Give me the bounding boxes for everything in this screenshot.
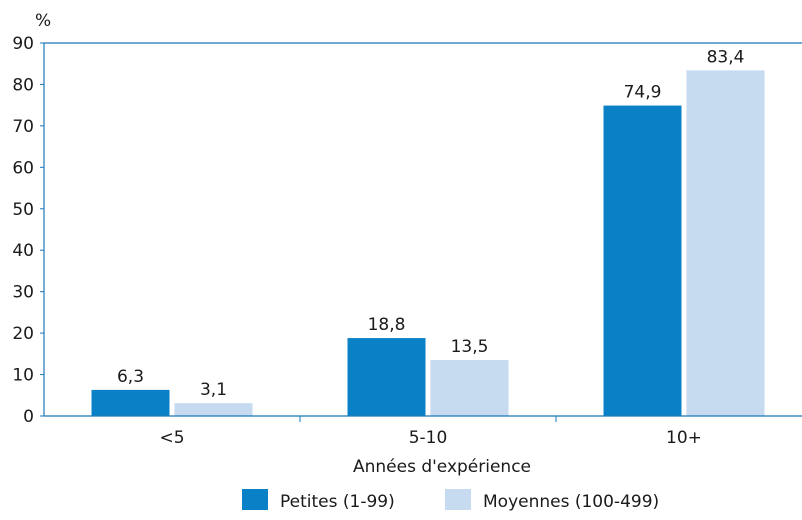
bar-petites: [91, 389, 170, 416]
data-label: 18,8: [368, 315, 406, 335]
x-tick-label: <5: [159, 428, 184, 448]
legend: Petites (1-99) Moyennes (100-499): [242, 489, 659, 512]
x-axis-title: Années d'expérience: [353, 457, 531, 477]
bar-petites: [347, 338, 426, 416]
y-tick-label: 0: [23, 407, 34, 427]
y-tick-label: 90: [12, 34, 34, 54]
y-axis-ticks: 0 10 20 30 40 50 60 70 80 90: [12, 34, 44, 427]
axes: [43, 42, 802, 422]
legend-swatch: [445, 489, 471, 510]
y-tick-label: 50: [12, 200, 34, 220]
x-tick-label: 5-10: [409, 428, 448, 448]
y-tick-label: 70: [12, 117, 34, 137]
y-tick-label: 10: [12, 366, 34, 386]
legend-label: Moyennes (100-499): [483, 492, 659, 512]
bars: 6,3 3,1 <5 18,8 13,5 5-10 74,9 83,4 10+: [91, 47, 765, 448]
data-label: 13,5: [451, 337, 489, 357]
y-tick-label: 40: [12, 241, 34, 261]
y-tick-label: 80: [12, 75, 34, 95]
y-tick-label: 20: [12, 324, 34, 344]
data-label: 3,1: [200, 380, 227, 400]
bar-moyennes: [430, 360, 509, 416]
y-tick-label: 60: [12, 158, 34, 178]
bar-petites: [603, 105, 682, 416]
y-axis-title: %: [35, 11, 51, 31]
legend-swatch: [242, 489, 268, 510]
data-label: 6,3: [117, 367, 144, 387]
bar-moyennes: [174, 403, 253, 416]
bar-moyennes: [686, 70, 765, 416]
data-label: 83,4: [707, 47, 745, 67]
data-label: 74,9: [624, 83, 662, 103]
y-tick-label: 30: [12, 283, 34, 303]
legend-label: Petites (1-99): [280, 492, 395, 512]
x-tick-label: 10+: [666, 428, 702, 448]
